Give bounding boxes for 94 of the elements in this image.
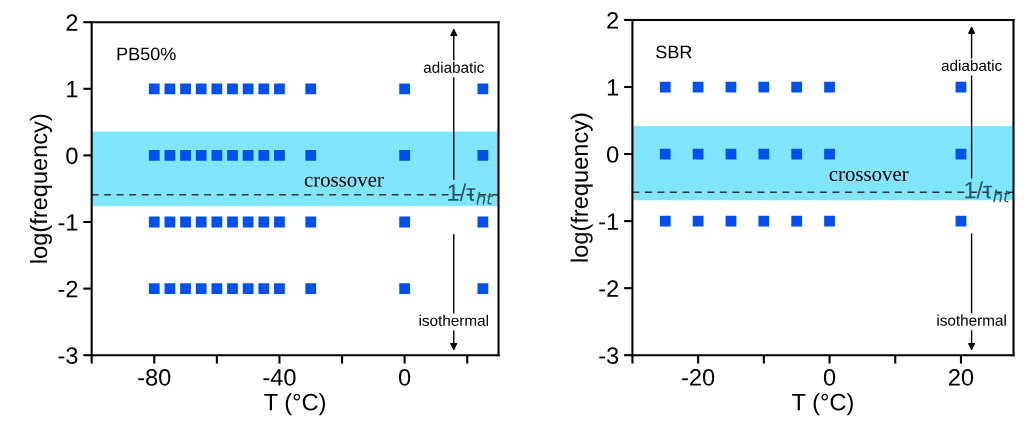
- point: [195, 283, 207, 294]
- annotation: isothermal: [419, 314, 488, 326]
- point: [164, 83, 176, 95]
- y-tick-label: 1: [67, 81, 78, 98]
- point: [180, 283, 191, 294]
- point: [164, 283, 176, 294]
- point: [258, 83, 270, 95]
- band-label: crossover: [829, 170, 909, 181]
- point: [242, 283, 254, 294]
- point: [211, 216, 223, 228]
- y-axis-title: log(frequency): [29, 114, 52, 263]
- point: [227, 150, 238, 161]
- point: [791, 215, 803, 227]
- annotation: isothermal: [937, 314, 1006, 326]
- point: [399, 216, 411, 228]
- annotation: SBR: [656, 45, 692, 59]
- x-tick-label: -40: [263, 369, 296, 386]
- y-tick-label: -3: [599, 347, 619, 364]
- point: [758, 148, 770, 160]
- point: [148, 216, 160, 228]
- y-tick-label: -3: [58, 347, 78, 364]
- point: [258, 283, 270, 294]
- point: [659, 148, 671, 160]
- point: [477, 283, 489, 294]
- y-axis-title: log(frequency): [570, 113, 593, 262]
- point: [227, 283, 238, 294]
- point: [258, 150, 270, 161]
- y-tick-label: 0: [607, 146, 619, 163]
- x-tick-label: 0: [398, 369, 411, 386]
- ref-line-label: 1/τ$_{ht}$: [448, 183, 494, 205]
- x-tick-label: 0: [823, 369, 836, 386]
- point: [195, 150, 207, 161]
- point: [274, 216, 285, 228]
- y-tick-label: -2: [599, 280, 619, 297]
- point: [274, 150, 285, 161]
- point: [148, 83, 160, 95]
- point: [305, 283, 317, 294]
- annotation: PB50%: [117, 47, 176, 61]
- point: [242, 216, 254, 228]
- point: [477, 150, 489, 161]
- point: [180, 83, 191, 95]
- point: [148, 150, 160, 161]
- point: [242, 83, 254, 95]
- point: [692, 81, 704, 93]
- annotation: adiabatic: [941, 59, 1002, 72]
- point: [477, 216, 489, 228]
- point: [758, 81, 770, 93]
- ref-line-label: 1/τ$_{ht}$: [965, 181, 1011, 203]
- point: [258, 216, 270, 228]
- x-tick-label: 20: [949, 369, 974, 386]
- x-axis-title: T (°C): [792, 393, 853, 416]
- point: [399, 83, 411, 95]
- y-tick-label: -1: [599, 213, 619, 230]
- point: [211, 83, 223, 95]
- point: [477, 83, 489, 95]
- point: [195, 83, 207, 95]
- point: [305, 216, 317, 228]
- point: [148, 283, 160, 294]
- point: [659, 215, 671, 227]
- point: [195, 216, 207, 228]
- point: [274, 83, 285, 95]
- y-tick-label: 2: [607, 12, 619, 29]
- point: [824, 81, 835, 93]
- point: [399, 283, 411, 294]
- x-axis-title: T (°C): [264, 393, 326, 416]
- point: [399, 150, 411, 161]
- point: [305, 150, 317, 161]
- point: [180, 216, 191, 228]
- point: [824, 148, 835, 160]
- point: [242, 150, 254, 161]
- point: [305, 83, 317, 95]
- point: [791, 81, 803, 93]
- point: [758, 215, 770, 227]
- point: [692, 148, 704, 160]
- point: [211, 150, 223, 161]
- annotation: adiabatic: [423, 61, 484, 73]
- point: [791, 148, 803, 160]
- point: [164, 150, 176, 161]
- y-tick-label: 2: [66, 14, 78, 31]
- point: [227, 216, 238, 228]
- point: [180, 150, 191, 161]
- x-tick-label: -80: [138, 369, 171, 386]
- point: [211, 283, 223, 294]
- y-tick-label: 0: [66, 147, 78, 165]
- y-tick-label: -2: [58, 280, 78, 298]
- x-tick-label: -20: [682, 369, 715, 386]
- band-label: crossover: [304, 176, 384, 187]
- point: [824, 215, 835, 227]
- y-tick-label: -1: [58, 214, 78, 231]
- point: [659, 81, 671, 93]
- y-tick-label: 1: [607, 79, 619, 96]
- point: [692, 215, 704, 227]
- point: [274, 283, 285, 294]
- point: [227, 83, 238, 95]
